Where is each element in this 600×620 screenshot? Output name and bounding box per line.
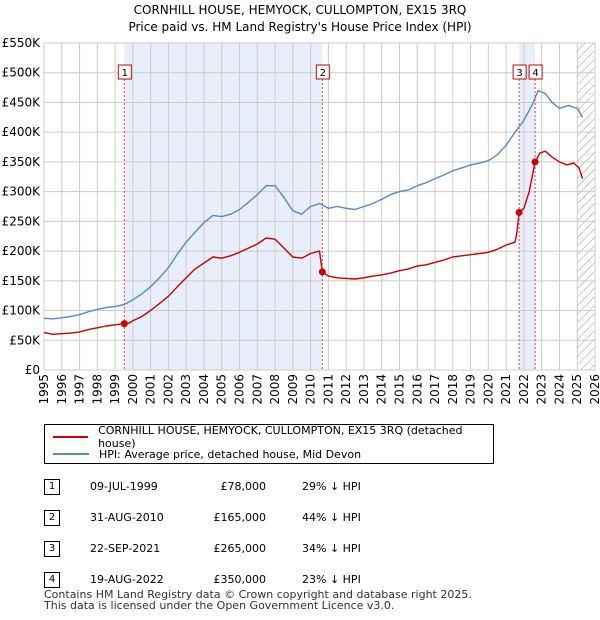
x-tick-label: 2001 bbox=[144, 374, 158, 405]
x-tick-label: 2005 bbox=[215, 374, 229, 405]
sale-date: 31-AUG-2010 bbox=[90, 511, 164, 524]
hatched-region bbox=[577, 43, 595, 370]
x-tick-label: 2020 bbox=[481, 374, 495, 405]
sale-number-box bbox=[512, 64, 527, 80]
x-tick-label: 2000 bbox=[126, 374, 140, 405]
y-tick-label: £50K bbox=[9, 333, 41, 347]
sale-number-box bbox=[315, 64, 330, 80]
legend-item-hpi: HPI: Average price, detached house, Mid … bbox=[53, 446, 361, 462]
x-tick-label: 1997 bbox=[73, 374, 87, 405]
y-tick-label: £500K bbox=[2, 66, 42, 80]
y-tick-label: £150K bbox=[2, 274, 42, 288]
x-tick-label: 1998 bbox=[90, 374, 104, 405]
x-tick-label: 2009 bbox=[286, 374, 300, 405]
x-tick-label: 2016 bbox=[410, 374, 424, 405]
footer-line-copyright: Contains HM Land Registry data © Crown c… bbox=[44, 588, 472, 601]
sale-marker-dot bbox=[531, 158, 539, 166]
x-tick-label: 1999 bbox=[108, 374, 122, 405]
sale-number-box: 3 bbox=[44, 540, 60, 557]
sale-hpi-diff: 23% ↓ HPI bbox=[302, 573, 361, 586]
y-tick-label: £400K bbox=[2, 125, 42, 139]
x-tick-label: 2008 bbox=[268, 374, 282, 405]
table-row: 1 09-JUL-1999 £78,000 29% ↓ HPI bbox=[44, 471, 361, 502]
legend: CORNHILL HOUSE, HEMYOCK, CULLOMPTON, EX1… bbox=[44, 424, 494, 464]
sale-number-box: 2 bbox=[44, 509, 60, 526]
x-tick-label: 2024 bbox=[552, 374, 566, 405]
sale-date: 19-AUG-2022 bbox=[90, 573, 164, 586]
chart-title: CORNHILL HOUSE, HEMYOCK, CULLOMPTON, EX1… bbox=[134, 3, 467, 17]
sale-price: £350,000 bbox=[213, 573, 267, 586]
plot-frame bbox=[43, 42, 596, 371]
y-tick-label: £200K bbox=[2, 244, 42, 258]
chart-subtitle: Price paid vs. HM Land Registry's House … bbox=[128, 20, 471, 34]
table-row: 3 22-SEP-2021 £265,000 34% ↓ HPI bbox=[44, 533, 361, 564]
legend-item-property: CORNHILL HOUSE, HEMYOCK, CULLOMPTON, EX1… bbox=[53, 424, 493, 450]
y-tick-label: £350K bbox=[2, 155, 42, 169]
sale-number-label: 4 bbox=[532, 68, 538, 79]
sale-date: 09-JUL-1999 bbox=[90, 480, 158, 493]
x-tick-label: 2021 bbox=[499, 374, 513, 405]
sale-marker-dot bbox=[120, 320, 128, 328]
x-tick-label: 1995 bbox=[37, 374, 51, 405]
sale-number-box: 4 bbox=[44, 571, 60, 588]
sale-date: 22-SEP-2021 bbox=[90, 542, 161, 555]
sale-number-label: 2 bbox=[320, 68, 326, 79]
x-tick-label: 2019 bbox=[464, 374, 478, 405]
sale-price: £165,000 bbox=[213, 511, 267, 524]
sale-marker-dot bbox=[515, 208, 523, 216]
x-tick-label: 2018 bbox=[446, 374, 460, 405]
legend-label-hpi: HPI: Average price, detached house, Mid … bbox=[99, 447, 362, 461]
sale-price: £78,000 bbox=[220, 480, 267, 493]
x-tick-label: 2007 bbox=[250, 374, 264, 405]
legend-label-property: CORNHILL HOUSE, HEMYOCK, CULLOMPTON, EX1… bbox=[98, 424, 463, 450]
footer-line-licence: This data is licensed under the Open Gov… bbox=[44, 599, 395, 612]
x-tick-label: 2015 bbox=[392, 374, 406, 405]
legend-swatch-blue bbox=[53, 453, 89, 455]
x-tick-label: 2014 bbox=[375, 374, 389, 405]
legend-swatch-red bbox=[53, 436, 89, 438]
series-line-hpi bbox=[44, 89, 584, 320]
y-tick-label: £550K bbox=[2, 36, 42, 50]
shaded-period bbox=[519, 43, 536, 370]
y-tick-label: £100K bbox=[2, 304, 42, 318]
x-tick-label: 2004 bbox=[197, 374, 211, 405]
x-tick-label: 2022 bbox=[517, 374, 531, 405]
y-tick-label: £250K bbox=[2, 214, 42, 228]
sale-number-label: 3 bbox=[516, 68, 522, 79]
x-tick-label: 2006 bbox=[233, 374, 247, 405]
footer-attribution: Contains HM Land Registry data © Crown c… bbox=[44, 589, 472, 611]
table-row: 2 31-AUG-2010 £165,000 44% ↓ HPI bbox=[44, 502, 361, 533]
x-tick-label: 2012 bbox=[339, 374, 353, 405]
sales-table: 1 09-JUL-1999 £78,000 29% ↓ HPI 2 31-AUG… bbox=[44, 471, 361, 595]
sale-hpi-diff: 29% ↓ HPI bbox=[302, 480, 361, 493]
x-tick-label: 2023 bbox=[535, 374, 549, 405]
sale-hpi-diff: 44% ↓ HPI bbox=[302, 511, 361, 524]
y-tick-label: £450K bbox=[2, 95, 42, 109]
x-tick-label: 2011 bbox=[321, 374, 335, 405]
table-row: 4 19-AUG-2022 £350,000 23% ↓ HPI bbox=[44, 564, 361, 595]
x-tick-label: 2003 bbox=[179, 374, 193, 405]
sale-number-label: 1 bbox=[122, 68, 128, 79]
sale-price: £265,000 bbox=[213, 542, 267, 555]
y-tick-label: £0 bbox=[25, 363, 40, 377]
sale-hpi-diff: 34% ↓ HPI bbox=[302, 542, 361, 555]
price-chart: CORNHILL HOUSE, HEMYOCK, CULLOMPTON, EX1… bbox=[2, 3, 600, 405]
y-tick-label: £300K bbox=[2, 185, 42, 199]
x-tick-label: 2026 bbox=[588, 374, 600, 405]
x-tick-label: 2010 bbox=[304, 374, 318, 405]
series-line-property bbox=[44, 150, 584, 335]
sale-number-box: 1 bbox=[44, 478, 60, 495]
x-tick-label: 2017 bbox=[428, 374, 442, 405]
x-tick-label: 1996 bbox=[55, 374, 69, 405]
x-tick-label: 2025 bbox=[570, 374, 584, 405]
sale-number-box bbox=[117, 64, 132, 80]
x-tick-label: 2013 bbox=[357, 374, 371, 405]
sale-marker-dot bbox=[318, 268, 326, 276]
x-tick-label: 2002 bbox=[161, 374, 175, 405]
sale-number-box bbox=[528, 64, 543, 80]
